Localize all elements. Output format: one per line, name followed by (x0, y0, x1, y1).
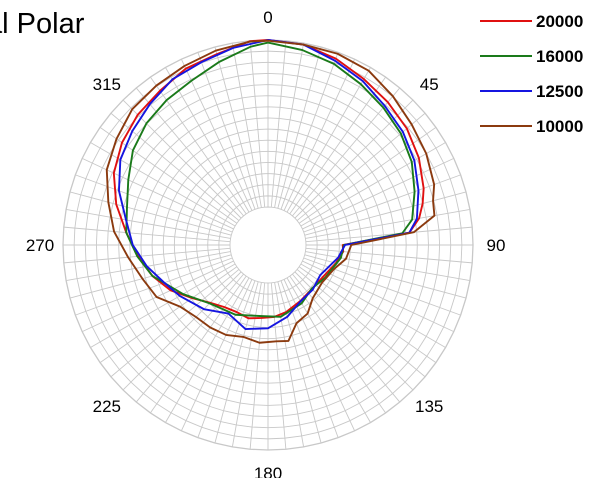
grid-spoke (296, 112, 426, 221)
grid-spoke (75, 174, 233, 233)
grid-spoke (292, 273, 401, 403)
grid-spoke (302, 157, 454, 230)
grid-spoke (270, 40, 287, 208)
grid-spoke (249, 282, 266, 450)
grid-spoke (302, 260, 454, 333)
grid-spoke (69, 254, 232, 299)
grid-spoke (135, 87, 244, 217)
angle-tick-label: 270 (26, 236, 54, 255)
grid-spoke (305, 208, 470, 239)
angle-tick-label: 225 (93, 397, 121, 416)
grid-spoke (249, 40, 266, 208)
grid-spoke (283, 59, 356, 211)
polar-grid (62, 39, 474, 451)
legend: 20000 16000 12500 10000 (480, 12, 583, 136)
grid-spoke (283, 279, 356, 431)
angle-tick-label: 315 (93, 75, 121, 94)
grid-spoke (82, 260, 234, 333)
series-line-20000 (112, 39, 425, 320)
grid-spoke (292, 87, 401, 217)
grid-spoke (289, 76, 386, 215)
grid-spoke (150, 275, 247, 414)
series-line-12500 (118, 39, 420, 330)
grid-spoke (294, 99, 414, 219)
grid-spoke (305, 247, 473, 264)
grid-spoke (180, 279, 253, 431)
grid-spoke (122, 99, 242, 219)
grid-ring (229, 206, 307, 284)
series-layer (105, 39, 436, 344)
grid-spoke (305, 226, 473, 243)
angle-tick-label: 135 (415, 397, 443, 416)
grid-spoke (90, 142, 236, 227)
grid-spoke (63, 226, 231, 243)
grid-spoke (274, 43, 305, 208)
grid-spoke (274, 282, 305, 447)
grid-spoke (304, 254, 467, 299)
legend-label-12500: 12500 (536, 82, 583, 101)
grid-spoke (277, 46, 322, 209)
grid-spoke (66, 251, 231, 282)
grid-spoke (280, 52, 339, 210)
grid-spoke (231, 282, 262, 447)
grid-spoke (82, 157, 234, 230)
grid-spoke (165, 277, 250, 423)
grid-spoke (286, 67, 371, 213)
grid-spoke (165, 67, 250, 213)
grid-spoke (214, 281, 259, 444)
grid-spoke (300, 142, 446, 227)
series-line-16000 (125, 41, 416, 318)
grid-spoke (122, 271, 242, 391)
grid-spoke (110, 269, 240, 378)
grid-spoke (214, 46, 259, 209)
grid-spoke (63, 247, 231, 264)
grid-spoke (303, 257, 461, 316)
grid-spoke (231, 43, 262, 208)
grid-spoke (90, 263, 236, 348)
grid-spoke (75, 257, 233, 316)
grid-spoke (270, 282, 287, 450)
grid-spoke (69, 191, 232, 236)
legend-label-16000: 16000 (536, 47, 583, 66)
chart-title: tal Polar (0, 8, 85, 40)
angle-tick-label: 90 (487, 236, 506, 255)
grid-spoke (305, 251, 470, 282)
angle-tick-label: 0 (263, 8, 272, 27)
grid-spoke (66, 208, 231, 239)
grid-spoke (99, 127, 238, 224)
grid-spoke (99, 266, 238, 363)
grid-spoke (277, 281, 322, 444)
grid-spoke (294, 271, 414, 391)
legend-label-20000: 20000 (536, 12, 583, 31)
grid-spoke (197, 280, 256, 438)
grid-spoke (304, 191, 467, 236)
legend-label-10000: 10000 (536, 117, 583, 136)
grid-spoke (197, 52, 256, 210)
series-line-10000 (105, 39, 436, 344)
grid-spoke (135, 273, 244, 403)
angle-tick-label: 180 (254, 464, 282, 478)
grid-spoke (180, 59, 253, 211)
angle-tick-labels: 0 45 90 135 180 225 270 315 (26, 8, 506, 478)
angle-tick-label: 45 (420, 75, 439, 94)
grid-spoke (280, 280, 339, 438)
